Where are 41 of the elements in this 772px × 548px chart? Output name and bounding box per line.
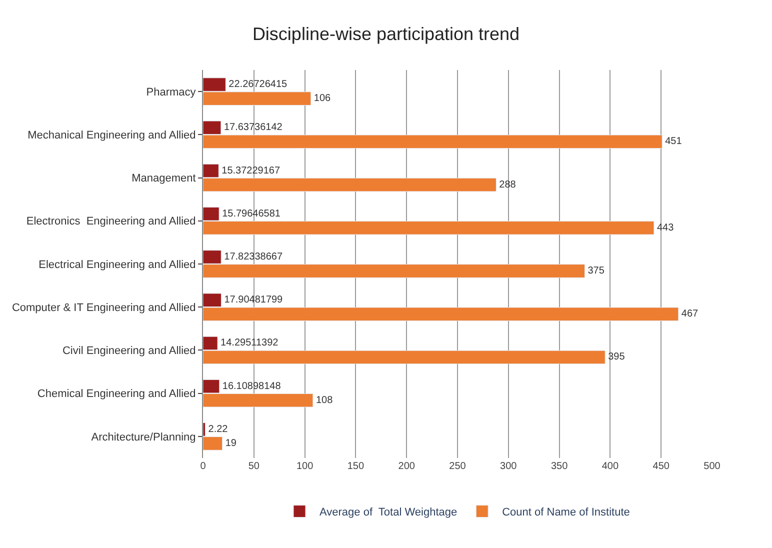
x-tick-label: 350 [550, 461, 568, 472]
legend-label: Count of Name of Institute [502, 506, 630, 519]
y-tick-label: Management [132, 172, 196, 185]
x-tick-label: 100 [296, 461, 314, 472]
data-label: 451 [665, 136, 682, 148]
x-tick-label: 250 [449, 461, 466, 472]
data-label: 375 [588, 266, 605, 277]
x-tick-label: 0 [200, 461, 206, 472]
y-tick-label: Computer & IT Engineering and Allied [12, 302, 196, 314]
x-tick-label: 500 [704, 461, 721, 472]
x-tick-label: 400 [602, 461, 619, 472]
data-label: 17.90481799 [224, 294, 284, 306]
y-tick-label: Electronics Engineering and Allied [26, 216, 196, 228]
data-label: 16.10898148 [222, 380, 282, 392]
y-tick-label: Architecture/Planning [91, 431, 196, 444]
y-tick-label: Electrical Engineering and Allied [38, 258, 196, 271]
data-label: 15.79646581 [222, 208, 281, 220]
data-label: 106 [314, 93, 332, 104]
data-label: 19 [225, 438, 237, 449]
y-tick-label: Pharmacy [146, 86, 196, 98]
data-label: 15.37229167 [222, 165, 280, 176]
x-tick-label: 300 [500, 461, 518, 472]
data-label: 395 [608, 352, 626, 363]
data-label: 22.26726415 [228, 79, 288, 90]
y-tick-label: Mechanical Engineering and Allied [28, 130, 196, 142]
x-tick-label: 200 [398, 461, 416, 472]
y-tick-label: Chemical Engineering and Allied [37, 388, 196, 400]
chart-title: Discipline-wise participation trend [252, 24, 520, 44]
data-label: 443 [656, 222, 674, 234]
x-tick-label: 450 [652, 461, 670, 472]
data-label: 108 [316, 394, 334, 406]
data-label: 14.29511392 [220, 338, 279, 349]
data-label: 17.82338667 [224, 251, 283, 262]
legend-label: Average of Total Weightage [320, 506, 458, 519]
data-label: 17.63736142 [224, 122, 283, 134]
x-tick-label: 50 [248, 461, 260, 472]
data-label: 288 [499, 179, 516, 190]
x-tick-label: 150 [347, 461, 364, 472]
data-label: 467 [681, 308, 699, 320]
data-label: 2.22 [208, 424, 228, 435]
y-tick-label: Civil Engineering and Allied [62, 345, 196, 358]
